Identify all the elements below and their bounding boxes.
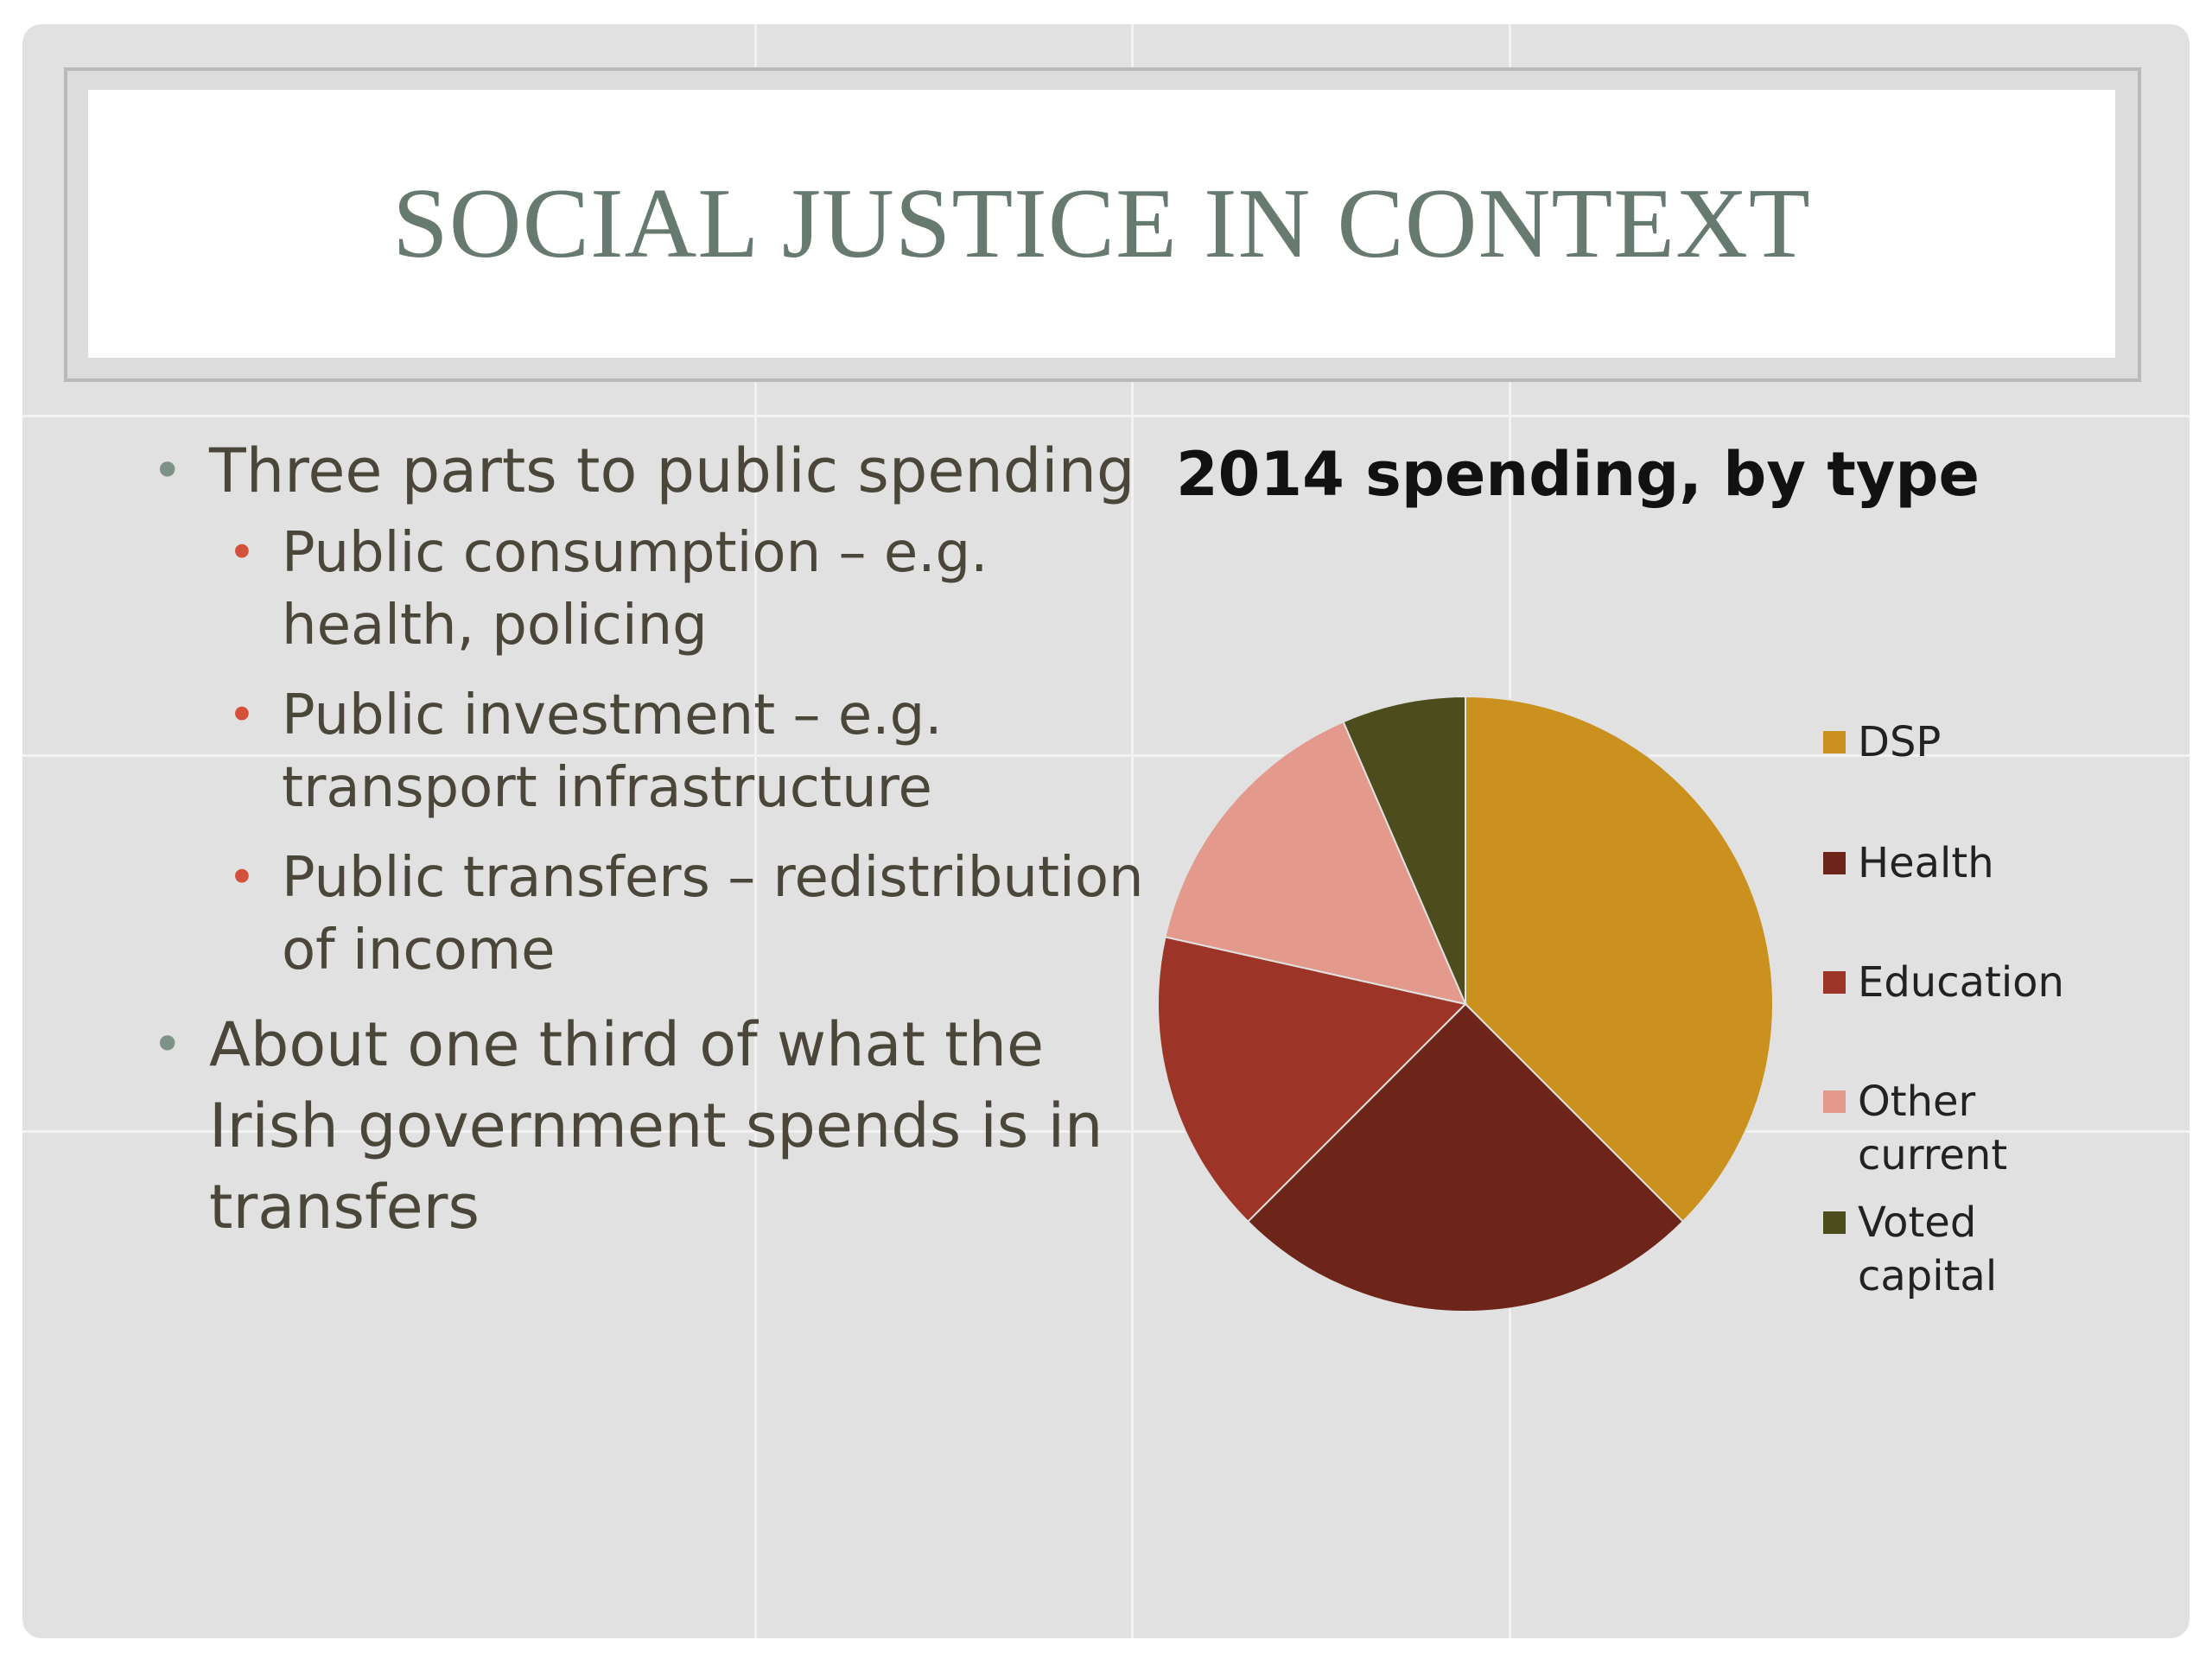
bullet-item: About one third of what the Irish govern…: [152, 1004, 1154, 1248]
slide: SOCIAL JUSTICE IN CONTEXT Three parts to…: [22, 24, 2190, 1638]
sub-bullet-item: Public transfers – redistribution of inc…: [152, 842, 1154, 987]
bullet-list: Three parts to public spending Public co…: [152, 430, 1154, 1253]
legend-item: Health: [1823, 836, 2117, 890]
legend-item: DSP: [1823, 715, 2117, 769]
title-box: SOCIAL JUSTICE IN CONTEXT: [88, 90, 2115, 358]
legend-swatch: [1823, 1211, 1846, 1234]
legend-swatch: [1823, 1090, 1846, 1113]
pie-slice-health: [1246, 1002, 1685, 1313]
pie-slice-voted-capital: [1342, 695, 1466, 1005]
legend-item: Voted capital: [1823, 1196, 2117, 1303]
legend-item: Other current: [1823, 1075, 2117, 1182]
slide-title: SOCIAL JUSTICE IN CONTEXT: [392, 168, 1811, 279]
legend-swatch: [1823, 971, 1846, 994]
background-gridline: [22, 415, 2190, 417]
legend-label: Other current: [1858, 1077, 2008, 1179]
legend-swatch: [1823, 852, 1846, 874]
legend-label: DSP: [1858, 718, 1942, 766]
legend-item: Education: [1823, 956, 2117, 1009]
background-gridline: [1131, 24, 1134, 1638]
legend-label: Education: [1858, 958, 2064, 1007]
legend-label: Health: [1858, 839, 1994, 887]
pie-chart: [1156, 695, 1774, 1313]
bullet-item: Three parts to public spending: [152, 430, 1154, 512]
pie-slice-other-current: [1164, 720, 1467, 1006]
chart-title: 2014 spending, by type: [1175, 439, 1980, 510]
pie-slice-education: [1156, 936, 1467, 1224]
sub-bullet-item: Public consumption – e.g. health, polici…: [152, 517, 1154, 662]
legend-swatch: [1823, 731, 1846, 753]
sub-bullet-item: Public investment – e.g. transport infra…: [152, 679, 1154, 824]
pie-slice-dsp: [1465, 695, 1774, 1224]
background-gridline: [754, 24, 757, 1638]
title-frame: SOCIAL JUSTICE IN CONTEXT: [64, 67, 2141, 382]
legend-label: Voted capital: [1858, 1198, 1998, 1300]
